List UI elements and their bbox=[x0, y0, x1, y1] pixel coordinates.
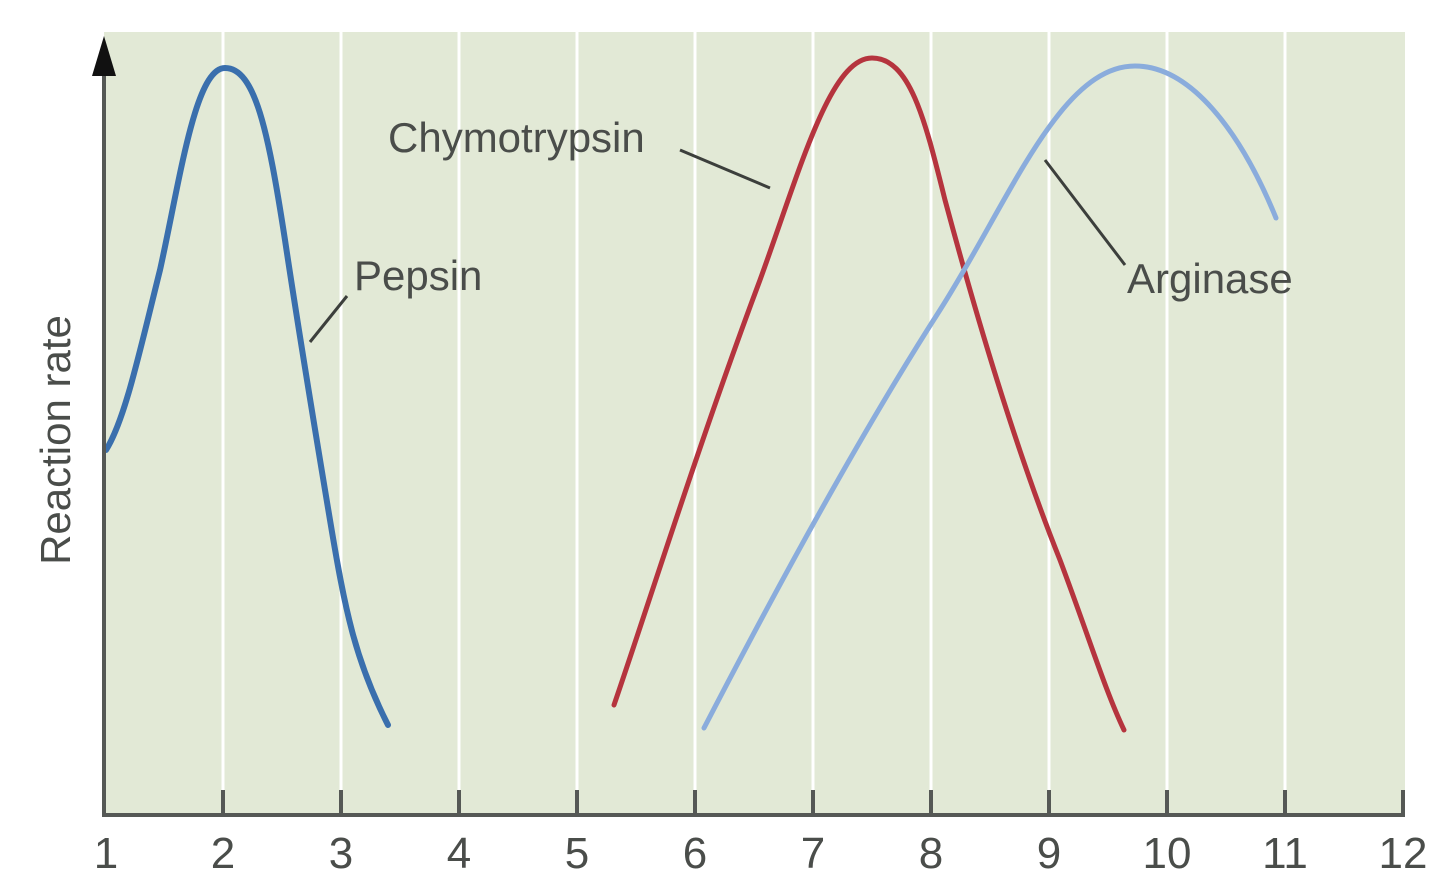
y-axis-title: Reaction rate bbox=[32, 315, 79, 565]
x-tick-label: 11 bbox=[1262, 829, 1308, 878]
label-chymotrypsin: Chymotrypsin bbox=[388, 114, 645, 161]
plot-area bbox=[104, 32, 1405, 815]
x-tick-label: 3 bbox=[329, 829, 353, 878]
x-tick-label: 7 bbox=[801, 829, 825, 878]
x-tick-label: 9 bbox=[1037, 829, 1061, 878]
label-pepsin: Pepsin bbox=[354, 252, 482, 299]
gridlines bbox=[221, 32, 1287, 812]
x-tick-label: 8 bbox=[919, 829, 943, 878]
y-axis-arrow-icon bbox=[92, 36, 116, 76]
leader-pepsin bbox=[308, 295, 349, 343]
leader-arginase bbox=[1043, 159, 1127, 266]
leader-lines bbox=[308, 148, 1127, 343]
series-pepsin-line bbox=[103, 64, 391, 728]
x-tick-label: 5 bbox=[565, 829, 589, 878]
series-chymotrypsin-line bbox=[611, 55, 1127, 733]
label-arginase: Arginase bbox=[1127, 255, 1293, 302]
x-tick-label: 2 bbox=[211, 829, 235, 878]
x-tick-label: 12 bbox=[1379, 829, 1428, 878]
series-arginase-line bbox=[701, 63, 1279, 731]
x-tick-label: 1 bbox=[94, 829, 118, 878]
x-tick-label: 6 bbox=[683, 829, 707, 878]
x-tick-label: 10 bbox=[1143, 829, 1192, 878]
axes bbox=[102, 70, 1405, 817]
x-tick-labels: 1 2 3 4 5 6 7 8 9 10 11 12 bbox=[94, 829, 1428, 878]
x-tick-label: 4 bbox=[447, 829, 471, 878]
leader-chymotrypsin bbox=[679, 148, 771, 190]
